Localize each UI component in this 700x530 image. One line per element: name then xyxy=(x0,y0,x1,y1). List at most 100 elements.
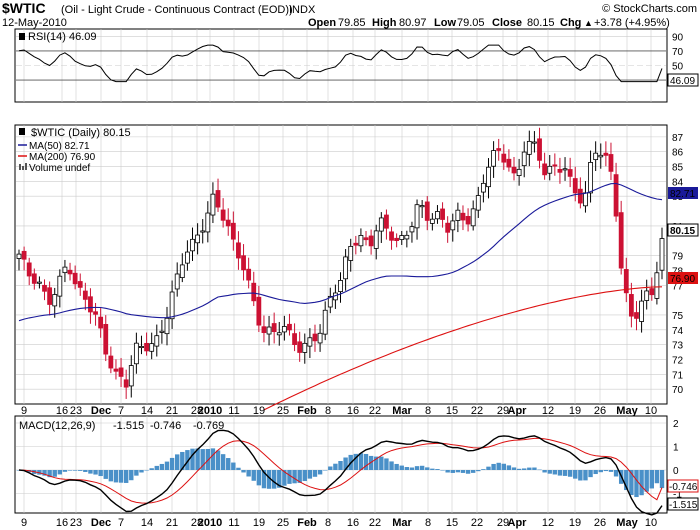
candle-body xyxy=(292,333,297,345)
macd-hist-bar xyxy=(624,470,629,491)
macd-hist-bar xyxy=(180,451,185,470)
candle-body xyxy=(98,316,104,329)
candle-body xyxy=(358,235,364,247)
candle-body xyxy=(460,212,466,221)
macd-hist-bar xyxy=(608,470,614,472)
x-tick-label: 23 xyxy=(70,517,82,529)
macd-hist-bar xyxy=(312,470,318,477)
rsi-legend: RSI(14) 46.09 xyxy=(19,31,96,43)
price-panel xyxy=(14,124,668,405)
x-tick-label: Feb xyxy=(297,517,317,529)
candle-body xyxy=(190,238,195,252)
macd-hist-bar xyxy=(83,470,88,472)
macd-legend: MACD(12,26,9) -1.515 -0.746 -0.769 xyxy=(19,420,224,432)
macd-hist-bar xyxy=(195,448,200,470)
x-tick-label: 11 xyxy=(228,405,239,417)
macd-hist-bar xyxy=(144,470,149,471)
x-tick-label: 23 xyxy=(70,405,82,417)
candle-body xyxy=(496,148,502,151)
candle-body xyxy=(159,330,165,333)
price-tick-label: 77 xyxy=(672,281,684,292)
macd-hist-bar xyxy=(220,454,226,470)
candle-body xyxy=(373,230,379,249)
macd-panel xyxy=(14,415,668,514)
candle-body xyxy=(501,153,507,163)
macd-hist-bar xyxy=(72,470,78,471)
chg-value: +3.78 (+4.95%) xyxy=(594,17,670,29)
macd-hist-bar xyxy=(353,453,359,470)
x-tick-label: 22 xyxy=(471,517,483,529)
low-label: Low xyxy=(434,17,456,29)
candle-body xyxy=(577,188,583,204)
x-tick-label: 12 xyxy=(542,405,554,417)
rsi-tick-label: 50 xyxy=(672,62,684,73)
macd-hist-bar xyxy=(338,461,343,470)
macd-hist-bar xyxy=(598,470,603,473)
macd-hist-bar xyxy=(154,465,159,470)
svg-text:46.09: 46.09 xyxy=(670,76,695,87)
candle-body xyxy=(200,230,206,233)
candle-body xyxy=(236,242,241,259)
macd-hist-bar xyxy=(384,458,389,470)
macd-hist-bar xyxy=(190,448,195,470)
macd-hist-bar xyxy=(409,467,415,470)
macd-hist-bar xyxy=(205,448,211,470)
close-value: 80.15 xyxy=(527,17,555,29)
candle-body xyxy=(598,154,604,158)
candle-body xyxy=(491,150,496,167)
ma200-tag: 76.90 xyxy=(668,272,698,285)
svg-text:76.90: 76.90 xyxy=(670,274,695,285)
header-brand[interactable]: © StockCharts.com xyxy=(602,3,697,15)
macd-hist-bar xyxy=(389,461,394,470)
candle-body xyxy=(195,234,201,244)
open-label: Open xyxy=(308,17,336,29)
candle-body xyxy=(16,253,22,259)
x-tick-label: Mar xyxy=(392,405,412,417)
candle-body xyxy=(338,280,343,292)
candle-body xyxy=(230,222,236,240)
price-legend: $WTIC (Daily) 80.15 MA(50) 82.71 MA(200)… xyxy=(18,127,131,174)
candle-body xyxy=(593,152,599,161)
macd-hist-bar xyxy=(246,470,251,477)
macd-hist-bar xyxy=(251,470,256,481)
macd-hist-bar xyxy=(103,470,108,479)
macd-hist-bar xyxy=(241,470,246,473)
candle-body xyxy=(21,250,27,260)
candle-body xyxy=(256,296,262,326)
macd-hist-bar xyxy=(583,470,588,481)
x-tick-label: 25 xyxy=(277,405,289,417)
candle-body xyxy=(440,208,445,220)
x-tick-label: 7 xyxy=(118,405,124,417)
candle-body xyxy=(435,211,440,220)
x-tick-label: 11 xyxy=(228,517,239,529)
macd-hist-bar xyxy=(644,470,649,492)
macd-hist-bar xyxy=(307,470,313,479)
price-tick-label: 73 xyxy=(672,341,684,352)
candle-body xyxy=(327,295,333,308)
header-symbol: $WTIC xyxy=(2,0,46,16)
price-layer xyxy=(16,127,665,411)
candle-body xyxy=(149,343,155,352)
macd-hist-bar xyxy=(465,470,471,474)
x-tick-label: Dec xyxy=(91,517,111,529)
candle-body xyxy=(179,264,185,278)
candle-body xyxy=(108,355,114,369)
macd-value: -1.515 xyxy=(113,420,144,432)
candle-body xyxy=(409,226,415,233)
x-tick-label: 16 xyxy=(56,517,68,529)
price-tick-label: 87 xyxy=(672,133,684,144)
candle-body xyxy=(419,205,425,208)
candle-body xyxy=(118,367,124,377)
macd-hist-bar xyxy=(210,448,216,470)
x-tick-label: May xyxy=(616,405,638,417)
candle-body xyxy=(634,312,639,319)
candle-body xyxy=(307,337,313,347)
rsi-tick-label: 70 xyxy=(672,47,684,58)
rsi-tick-label: 90 xyxy=(672,32,684,43)
svg-text:-1.515: -1.515 xyxy=(669,500,698,511)
x-tick-label: 16 xyxy=(347,405,359,417)
macd-hist-bar xyxy=(506,465,512,470)
candle-body xyxy=(618,212,624,269)
macd-hist-bar xyxy=(226,458,231,470)
x-tick-label: 14 xyxy=(141,517,153,529)
